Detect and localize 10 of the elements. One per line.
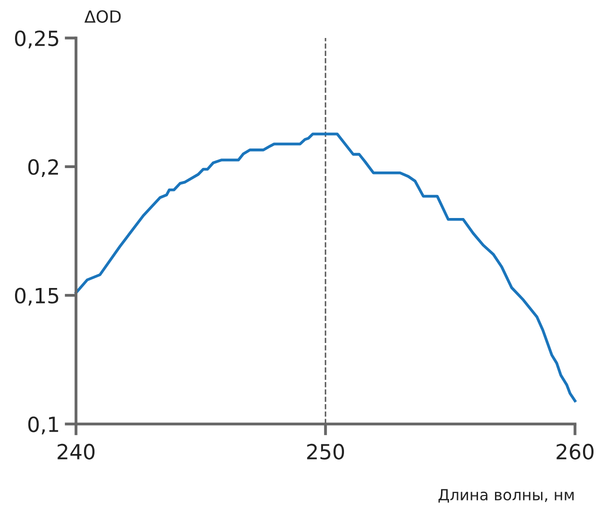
x-tick-label: 260	[556, 444, 594, 460]
y-tick-label: 0,15	[15, 288, 58, 306]
y-axis-title: ΔOD	[84, 10, 121, 23]
y-tick-label: 0,25	[15, 30, 58, 48]
x-axis-title: Длина волны, нм	[438, 489, 574, 503]
y-tick-label: 0,2	[28, 159, 58, 178]
x-tick-label: 250	[307, 444, 344, 460]
x-tick-label: 240	[58, 444, 94, 460]
line-series	[74, 132, 576, 402]
y-tick-label: 0,1	[28, 416, 58, 434]
